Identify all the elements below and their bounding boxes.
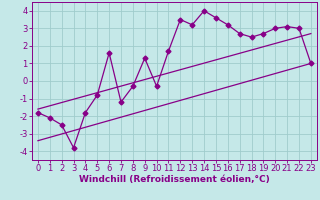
X-axis label: Windchill (Refroidissement éolien,°C): Windchill (Refroidissement éolien,°C)	[79, 175, 270, 184]
